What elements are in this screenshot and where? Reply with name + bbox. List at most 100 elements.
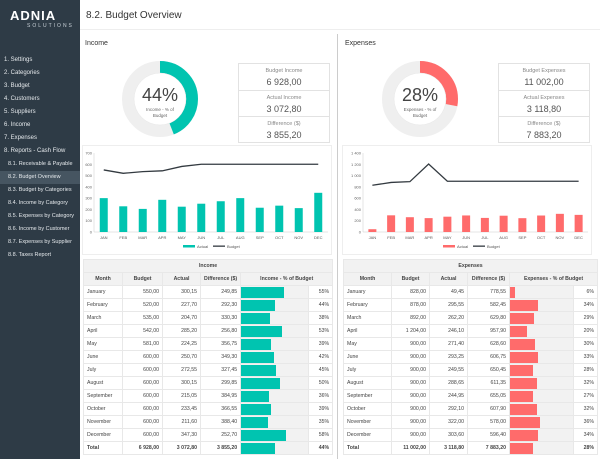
table-cell: 300,15 — [162, 376, 201, 390]
table-cell: 285,20 — [162, 324, 201, 338]
table-cell: 550,00 — [122, 285, 163, 299]
actual-bar — [177, 206, 186, 232]
table-cell: December — [83, 428, 123, 442]
sidebar-item[interactable]: 8.5. Expenses by Category — [8, 213, 75, 219]
kpi-value: 3 118,80 — [526, 103, 562, 114]
table-cell: August — [83, 376, 123, 390]
table-cell: 384,95 — [199, 389, 242, 403]
table-row: April 542,00 285,20 256,80 53% — [83, 324, 334, 338]
percent-bar-cell — [509, 441, 574, 455]
percent-cell: 36% — [308, 389, 334, 403]
legend-budget-swatch — [473, 245, 485, 247]
actual-bar — [480, 217, 489, 232]
sidebar-item[interactable]: 8.7. Expenses by Supplier — [8, 239, 72, 245]
actual-bar — [255, 207, 264, 232]
table-cell: 1 204,00 — [391, 324, 430, 338]
actual-bar — [236, 198, 245, 232]
kpi-box: Budget Income 6 928,00 Actual Income 3 072,… — [238, 63, 330, 143]
actual-bar — [368, 229, 377, 232]
table-cell: 600,00 — [122, 402, 163, 416]
table-cell: 878,00 — [391, 298, 430, 312]
y-tick-label: 0 — [359, 230, 362, 235]
legend-budget-label: Budget — [227, 244, 241, 249]
table-row: January 550,00 300,15 249,85 55% — [83, 285, 334, 299]
x-tick-label: FEB — [119, 235, 127, 240]
donut-label: Expenses - % of Budget — [403, 107, 437, 118]
actual-bar — [387, 215, 396, 232]
percent-cell: 36% — [573, 415, 598, 429]
y-tick-label: 800 — [354, 184, 361, 189]
sidebar-item[interactable]: 5. Suppliers — [4, 109, 36, 115]
actual-bar — [275, 205, 284, 232]
sidebar-item[interactable]: 8.8. Taxes Report — [8, 252, 52, 258]
table-cell: 233,45 — [162, 402, 201, 416]
percent-bar-cell — [509, 311, 574, 325]
y-tick-label: 200 — [85, 207, 92, 212]
percent-bar — [510, 417, 541, 428]
legend-actual-swatch — [443, 245, 455, 248]
table-cell: 655,05 — [467, 389, 510, 403]
sidebar-item[interactable]: 8.1. Receivable & Payable — [8, 161, 73, 167]
percent-cell: 34% — [573, 428, 598, 442]
table-cell: 578,00 — [467, 415, 510, 429]
table-cell: 900,00 — [391, 337, 430, 351]
donut-center — [133, 72, 187, 126]
table-row: September 900,00 244,95 655,05 27% — [343, 389, 598, 403]
percent-bar-cell — [509, 428, 574, 442]
table-cell: 252,70 — [199, 428, 242, 442]
kpi-value: 6 928,00 — [266, 77, 302, 87]
percent-cell: 39% — [308, 402, 334, 416]
table-cell: 629,80 — [467, 311, 510, 325]
sidebar-item[interactable]: 8.2. Budget Overview — [0, 171, 80, 184]
sidebar-item[interactable]: 3. Budget — [4, 83, 30, 89]
table-cell: 628,60 — [467, 337, 510, 351]
percent-cell: 35% — [308, 415, 334, 429]
sidebar-item[interactable]: 7. Expenses — [4, 135, 38, 141]
percent-bar-cell — [240, 441, 310, 455]
percent-bar-cell — [240, 298, 310, 312]
table-cell: 262,20 — [429, 311, 468, 325]
actual-bar — [574, 214, 583, 232]
legend-actual-label: Actual — [457, 244, 468, 249]
table-cell: October — [83, 402, 123, 416]
table-cell: June — [83, 350, 123, 364]
kpi-row: Actual Expenses 3 118,80 — [499, 91, 589, 118]
x-tick-label: JUL — [481, 235, 489, 240]
sidebar-item[interactable]: 6. Income — [4, 122, 31, 128]
sidebar-item[interactable]: 8.6. Income by Customer — [8, 226, 70, 232]
percent-cell: 45% — [308, 363, 334, 377]
x-tick-label: OCT — [537, 235, 546, 240]
table-cell: 900,00 — [391, 389, 430, 403]
percent-cell: 58% — [308, 428, 334, 442]
percent-bar — [510, 313, 535, 324]
column-header: Actual — [162, 272, 201, 286]
sidebar-item[interactable]: 8.4. Income by Category — [8, 200, 68, 206]
column-header: Expenses - % of Budget — [509, 272, 598, 286]
x-tick-label: FEB — [387, 235, 395, 240]
sidebar-item[interactable]: 4. Customers — [4, 96, 40, 102]
table-cell: 295,55 — [429, 298, 468, 312]
y-tick-label: 600 — [354, 196, 361, 201]
x-tick-label: NOV — [556, 235, 565, 240]
percent-bar-cell — [509, 389, 574, 403]
sidebar-item[interactable]: 8.3. Budget by Categories — [8, 187, 72, 193]
y-tick-label: 400 — [354, 207, 361, 212]
sidebar-item[interactable]: 8. Reports - Cash Flow — [4, 148, 66, 154]
x-tick-label: MAY — [443, 235, 452, 240]
sidebar-item[interactable]: 1. Settings — [4, 57, 33, 63]
donut-fill — [122, 61, 198, 137]
sidebar-item[interactable]: 2. Categories — [4, 70, 40, 76]
y-tick-label: 1 000 — [351, 173, 362, 178]
table-cell: Total — [83, 441, 123, 455]
x-tick-label: JUN — [462, 235, 470, 240]
table-cell: 900,00 — [391, 402, 430, 416]
actual-bar — [462, 215, 471, 232]
column-header: Actual — [429, 272, 468, 286]
percent-cell: 28% — [573, 441, 598, 455]
table-cell: 11 002,00 — [391, 441, 430, 455]
table-cell: April — [343, 324, 392, 338]
page-title: 8.2. Budget Overview — [86, 10, 182, 21]
table-row: May 900,00 271,40 628,60 30% — [343, 337, 598, 351]
logo-subtitle: SOLUTIONS — [27, 23, 74, 29]
table-cell: 900,00 — [391, 363, 430, 377]
